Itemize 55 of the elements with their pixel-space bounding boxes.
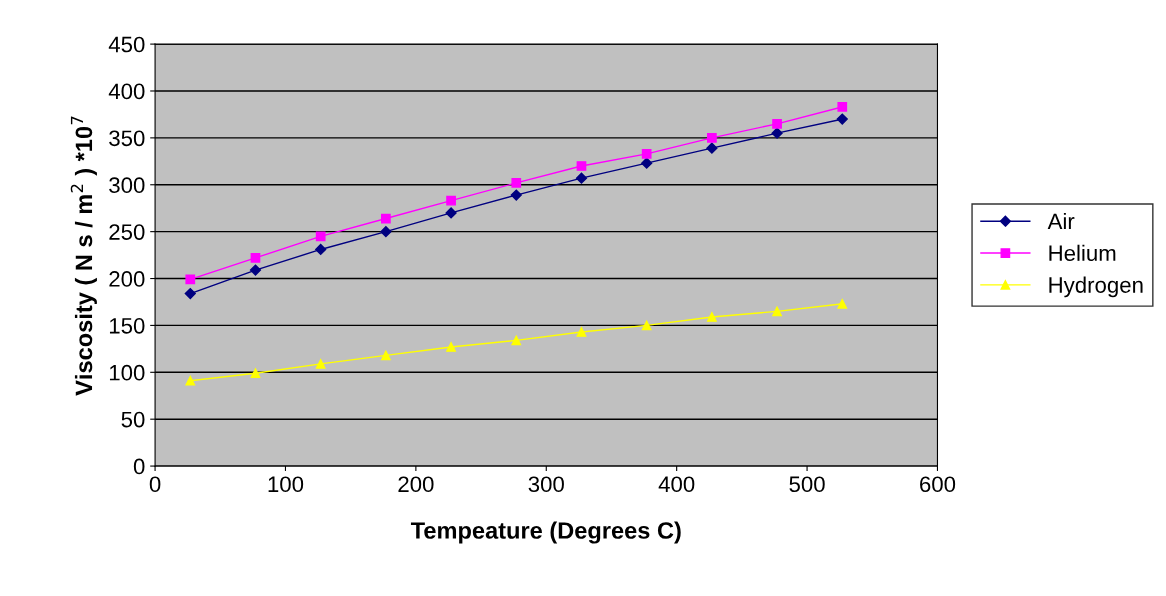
y-tick-label: 0 — [133, 458, 145, 475]
y-tick-label: 450 — [108, 36, 145, 53]
y-tick-label: 200 — [109, 271, 145, 287]
point — [772, 118, 782, 129]
point — [184, 287, 196, 300]
point — [772, 306, 782, 317]
y-tick-label: 300 — [109, 177, 145, 194]
x-tick-label: 100 — [268, 476, 304, 493]
point — [510, 189, 522, 201]
point — [641, 157, 653, 169]
x-tick-label: 400 — [658, 476, 695, 493]
point — [836, 113, 848, 125]
y-tick-label: 150 — [109, 317, 145, 334]
y-tick-label: 50 — [121, 411, 145, 428]
y-tick-label: 350 — [109, 130, 145, 147]
point — [185, 375, 196, 386]
point — [315, 359, 326, 369]
x-axis-title: Tempeature (Degrees C) — [410, 521, 681, 544]
point — [576, 327, 587, 337]
legend-label: Helium — [1049, 244, 1116, 262]
point — [511, 335, 522, 346]
point — [250, 368, 261, 379]
y-tick-label: 100 — [109, 364, 145, 381]
point — [185, 274, 196, 285]
point — [446, 195, 456, 206]
y-tick-label: 250 — [109, 224, 145, 240]
point — [250, 253, 261, 263]
x-tick-label: 300 — [528, 476, 564, 493]
legend-label: Hydrogen — [1049, 276, 1143, 298]
point — [249, 264, 262, 276]
point — [445, 207, 457, 219]
y-axis-title: Viscosity ( N s / m$^{2}$ ) *10$^{7}$ — [70, 116, 97, 396]
point — [837, 102, 848, 112]
point — [511, 178, 522, 188]
point — [771, 127, 783, 139]
point — [315, 243, 327, 256]
x-tick-label: 0 — [149, 476, 161, 493]
x-tick-label: 200 — [398, 476, 434, 493]
point — [706, 142, 718, 154]
point — [575, 172, 588, 184]
point — [837, 298, 848, 309]
y-tick-label: 400 — [108, 83, 145, 100]
point — [641, 320, 652, 331]
point — [381, 213, 391, 224]
point — [707, 133, 717, 143]
point — [381, 350, 391, 361]
point — [707, 312, 717, 322]
point — [446, 342, 456, 352]
point — [576, 161, 587, 171]
x-tick-label: 600 — [920, 476, 956, 493]
point — [315, 231, 326, 242]
x-tick-label: 500 — [789, 476, 825, 493]
point — [641, 148, 652, 159]
legend-label: Air — [1047, 212, 1075, 230]
point — [380, 226, 392, 238]
